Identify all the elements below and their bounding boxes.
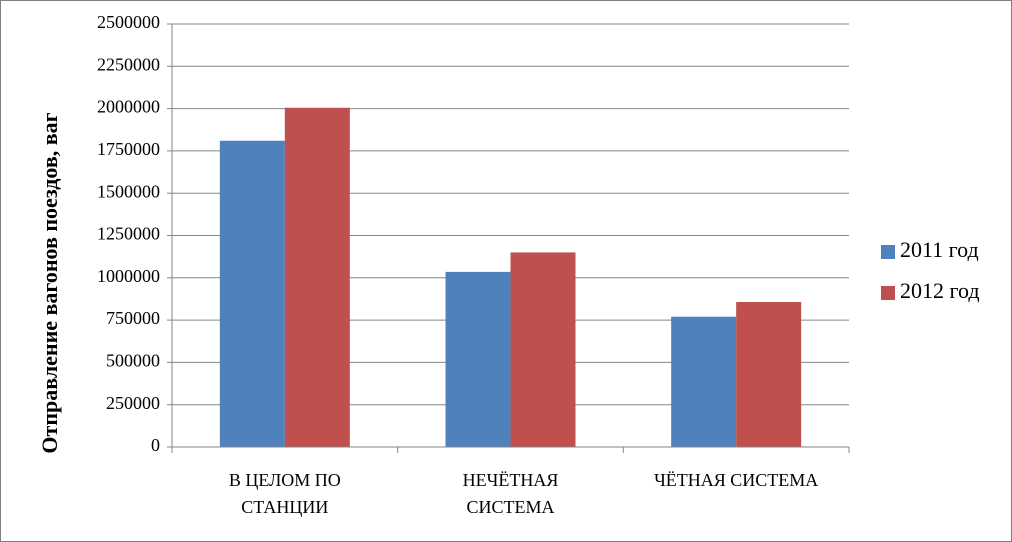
bar-2011 — [445, 271, 511, 447]
y-tick-label: 1000000 — [97, 266, 160, 286]
category-label: СИСТЕМА — [466, 497, 554, 517]
y-tick-label: 500000 — [106, 351, 160, 371]
bar-2012 — [736, 301, 802, 447]
category-label: В ЦЕЛОМ ПО — [229, 470, 341, 490]
y-axis-label: Отправление вагонов поездов, ваг — [37, 112, 62, 453]
legend-label: 2011 год — [900, 237, 979, 262]
legend-label: 2012 год — [900, 278, 980, 303]
legend-swatch — [881, 245, 895, 259]
category-label: ЧЁТНАЯ СИСТЕМА — [654, 470, 818, 490]
y-tick-label: 1250000 — [97, 224, 160, 244]
category-labels: В ЦЕЛОМ ПО СТАНЦИИ НЕЧЁТНАЯ СИСТЕМА ЧЁТНАЯ С… — [229, 470, 818, 517]
y-tick-label: 0 — [151, 435, 160, 455]
legend-swatch — [881, 286, 895, 300]
bar-2011 — [219, 140, 285, 448]
y-tick-labels: 0 250000 500000 750000 1000000 1250000 1500000… — [97, 12, 160, 455]
category-label: НЕЧЁТНАЯ — [463, 470, 559, 490]
y-tick-label: 2500000 — [97, 12, 160, 32]
y-tick-label: 250000 — [106, 393, 160, 413]
bar-2011 — [671, 316, 737, 447]
bar-2012 — [510, 252, 576, 447]
y-tick-label: 750000 — [106, 308, 160, 328]
axes — [171, 24, 850, 453]
y-tick-label: 1500000 — [97, 181, 160, 201]
bar-2012 — [284, 107, 350, 447]
legend: 2011 год 2012 год — [881, 237, 980, 303]
y-tick-label: 2250000 — [97, 54, 160, 74]
bars — [219, 107, 802, 448]
y-tick-label: 2000000 — [97, 97, 160, 117]
y-tick-label: 1750000 — [97, 139, 160, 159]
category-label: СТАНЦИИ — [241, 497, 328, 517]
